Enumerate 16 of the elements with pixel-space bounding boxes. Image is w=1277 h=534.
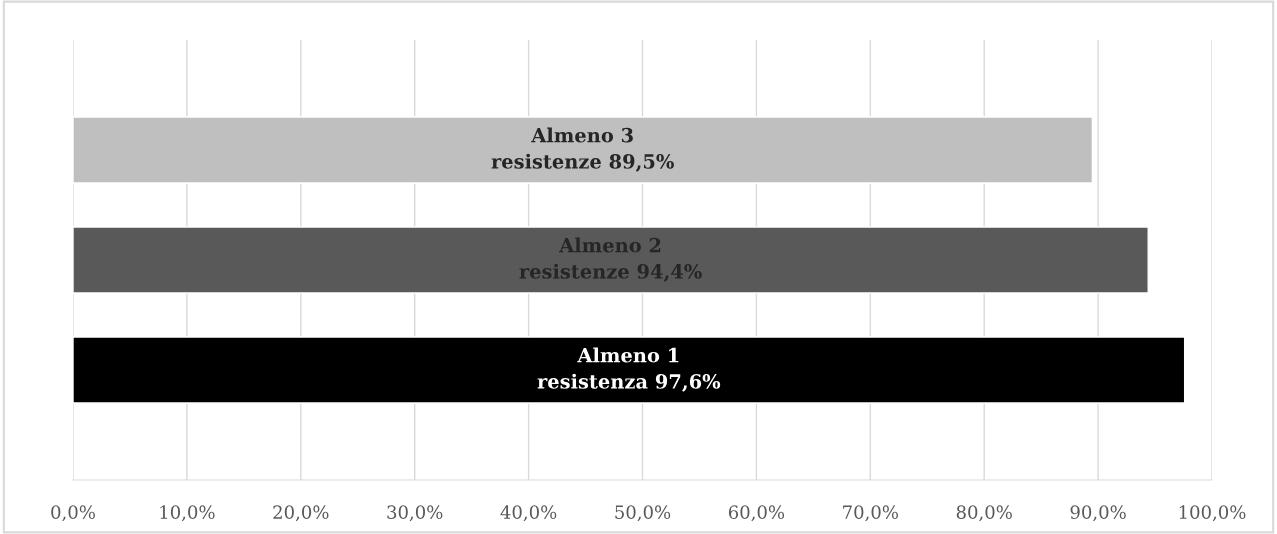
x-tick-label: 80,0%: [956, 505, 1012, 522]
data-label: Almeno 3 resistenze 89,5%: [491, 127, 674, 172]
x-tick-label: 40,0%: [500, 505, 557, 522]
x-tick-label: 100,0%: [1179, 505, 1246, 522]
bar: [73, 336, 1186, 404]
x-tick-label: 60,0%: [728, 505, 785, 522]
bar: [73, 226, 1149, 294]
x-tick-label: 10,0%: [160, 505, 215, 522]
bar: [73, 116, 1094, 184]
x-tick-label: 0,0%: [51, 505, 95, 522]
x-tick-label: 30,0%: [387, 505, 443, 522]
x-tick-label: 90,0%: [1070, 505, 1126, 522]
x-tick-label: 70,0%: [843, 505, 898, 522]
x-tick-label: 20,0%: [273, 505, 329, 522]
x-tick-label: 50,0%: [615, 505, 671, 522]
data-label: Almeno 1 resistenza 97,6%: [537, 347, 721, 392]
